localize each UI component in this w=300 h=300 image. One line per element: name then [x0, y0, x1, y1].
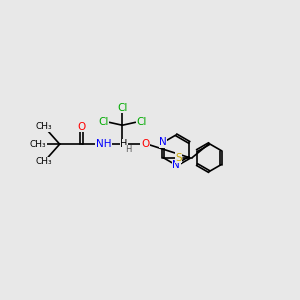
Text: S: S: [175, 153, 182, 163]
Text: Cl: Cl: [136, 117, 146, 127]
Text: NH: NH: [96, 139, 111, 149]
Text: Cl: Cl: [98, 117, 109, 127]
Text: H: H: [120, 139, 127, 149]
Text: CH₃: CH₃: [29, 140, 46, 149]
Text: O: O: [77, 122, 86, 132]
Text: N: N: [172, 160, 180, 170]
Text: Cl: Cl: [117, 103, 128, 113]
Text: N: N: [159, 137, 167, 147]
Text: H: H: [125, 145, 132, 154]
Text: O: O: [141, 139, 149, 149]
Text: CH₃: CH₃: [35, 157, 52, 166]
Text: CH₃: CH₃: [35, 122, 52, 131]
